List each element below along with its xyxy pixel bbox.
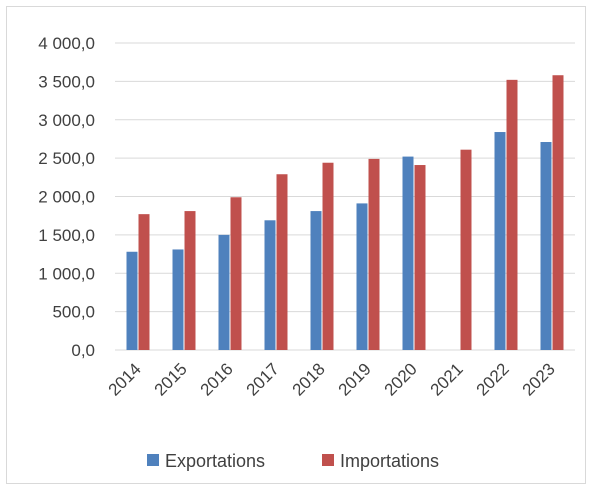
- x-tick-label: 2019: [335, 359, 375, 399]
- x-tick-label: 2017: [243, 359, 283, 399]
- legend-swatch: [147, 454, 159, 466]
- x-tick-label: 2022: [473, 359, 513, 399]
- x-tick-label: 2016: [197, 359, 237, 399]
- x-tick-label: 2021: [427, 359, 467, 399]
- bar-importations-2017: [276, 174, 288, 350]
- chart-frame: [6, 6, 586, 484]
- y-tick-label: 1 500,0: [38, 226, 95, 245]
- bar-exportations-2017: [264, 220, 276, 350]
- bar-exportations-2023: [540, 142, 552, 350]
- bar-importations-2021: [460, 149, 472, 350]
- y-tick-label: 0,0: [71, 341, 95, 360]
- x-tick-label: 2015: [151, 359, 191, 399]
- bar-exportations-2015: [172, 249, 184, 350]
- bars: [126, 75, 564, 351]
- bar-importations-2015: [184, 211, 196, 350]
- legend-label: Importations: [340, 451, 439, 471]
- bar-exportations-2018: [310, 211, 322, 350]
- y-axis-labels: 0,0 500,0 1 000,0 1 500,0 2 000,0 2 500,0 3 00…: [38, 34, 95, 360]
- bar-importations-2018: [322, 162, 334, 350]
- bar-importations-2014: [138, 214, 150, 350]
- legend-swatch: [322, 454, 334, 466]
- x-axis-labels: 2014 2015 2016 2017 2018 2019 2020 2021 2022 2023: [105, 359, 559, 399]
- y-tick-label: 3 000,0: [38, 111, 95, 130]
- y-tick-label: 2 000,0: [38, 188, 95, 207]
- bar-exportations-2020: [402, 156, 414, 350]
- bar-importations-2019: [368, 158, 380, 350]
- bar-exportations-2022: [494, 132, 506, 350]
- y-tick-label: 3 500,0: [38, 72, 95, 91]
- bar-importations-2022: [506, 79, 518, 350]
- bar-exportations-2019: [356, 203, 368, 350]
- bar-exportations-2016: [218, 234, 230, 350]
- x-tick-label: 2020: [381, 359, 421, 399]
- y-tick-label: 2 500,0: [38, 149, 95, 168]
- x-tick-label: 2023: [519, 359, 559, 399]
- y-tick-label: 1 000,0: [38, 264, 95, 283]
- legend-label: Exportations: [165, 451, 265, 471]
- legend: Exportations Importations: [147, 451, 439, 471]
- bar-importations-2023: [552, 75, 564, 351]
- gridlines: [115, 42, 575, 351]
- x-tick-label: 2014: [105, 359, 145, 399]
- y-tick-label: 500,0: [52, 303, 95, 322]
- bar-importations-2020: [414, 165, 426, 350]
- x-tick-label: 2018: [289, 359, 329, 399]
- bar-exportations-2014: [126, 251, 138, 350]
- bar-importations-2016: [230, 197, 242, 350]
- y-tick-label: 4 000,0: [38, 34, 95, 53]
